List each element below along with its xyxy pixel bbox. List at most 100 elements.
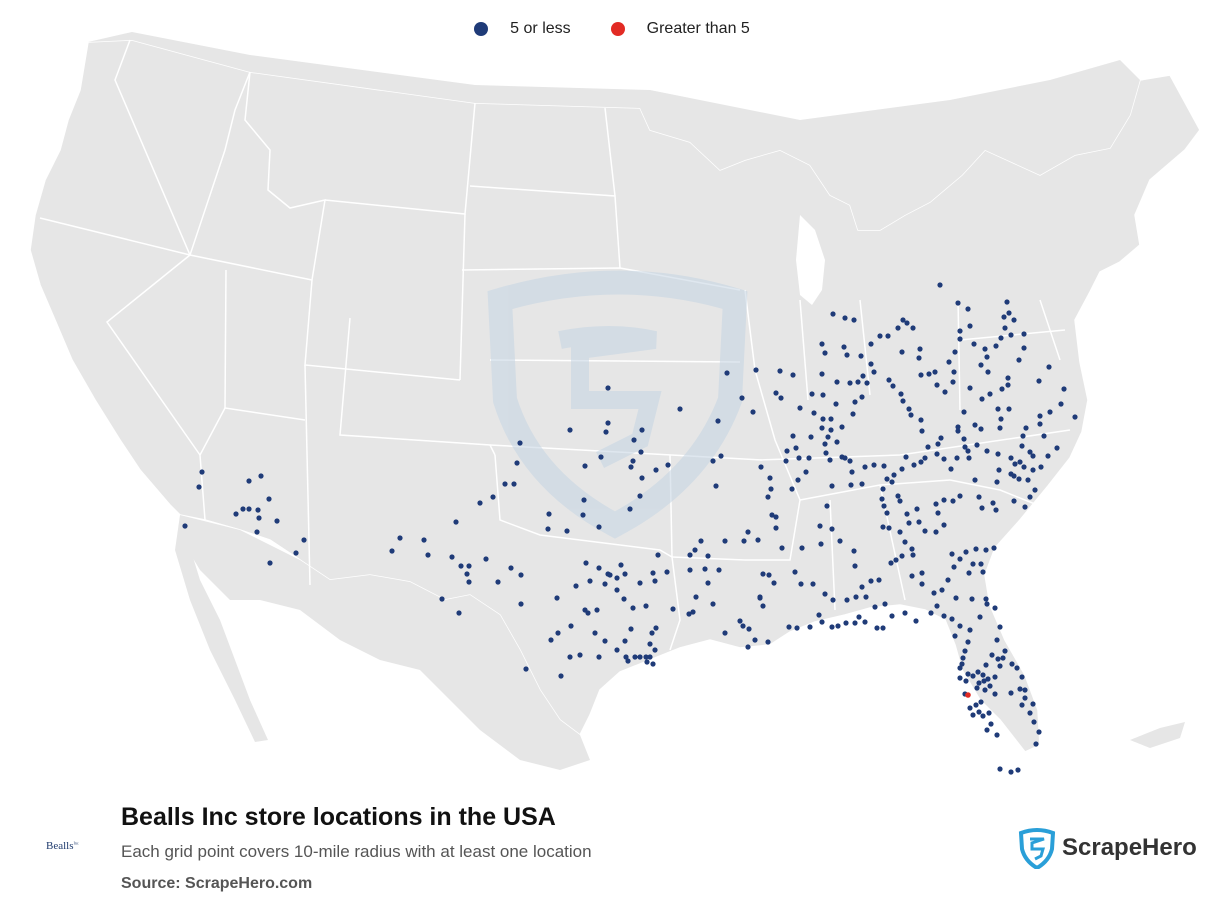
legend-item-low: 5 or less	[474, 20, 571, 38]
location-dot	[592, 630, 598, 636]
location-dot	[794, 625, 800, 631]
location-dot	[881, 463, 887, 469]
location-dot	[628, 464, 634, 470]
location-dot	[899, 466, 905, 472]
location-dot	[638, 449, 644, 455]
location-dot	[771, 580, 777, 586]
location-dot	[628, 626, 634, 632]
location-dot	[828, 416, 834, 422]
location-dot	[803, 469, 809, 475]
legend-dot-high	[610, 22, 625, 36]
location-dot	[902, 610, 908, 616]
location-dot	[664, 569, 670, 575]
location-dot	[652, 578, 658, 584]
location-dot	[577, 652, 583, 658]
location-dot	[594, 607, 600, 613]
scrapehero-wordmark: ScrapeHero	[1062, 834, 1197, 861]
map-legend: 5 or less Greater than 5	[0, 20, 1224, 38]
location-dot	[982, 346, 988, 352]
location-dot	[1016, 476, 1022, 482]
location-dot	[607, 572, 613, 578]
location-dot	[765, 494, 771, 500]
location-dot	[580, 512, 586, 518]
location-dot	[453, 519, 459, 525]
location-dot	[985, 369, 991, 375]
location-dot	[886, 525, 892, 531]
location-dot	[978, 362, 984, 368]
location-dot	[934, 451, 940, 457]
location-dot	[941, 497, 947, 503]
location-dot	[581, 497, 587, 503]
location-dot	[833, 401, 839, 407]
location-dot	[740, 623, 746, 629]
location-dot	[851, 317, 857, 323]
location-dot	[859, 481, 865, 487]
location-dot	[926, 371, 932, 377]
location-dot	[868, 341, 874, 347]
location-dot	[890, 383, 896, 389]
location-dot	[965, 639, 971, 645]
location-dot	[919, 570, 925, 576]
location-dot	[825, 434, 831, 440]
location-dot	[979, 505, 985, 511]
location-dot	[987, 391, 993, 397]
location-dot	[891, 472, 897, 478]
location-dot	[848, 482, 854, 488]
location-dot	[862, 464, 868, 470]
location-dot	[991, 545, 997, 551]
location-dot	[1006, 310, 1012, 316]
location-dot	[1017, 686, 1023, 692]
location-dot	[871, 462, 877, 468]
location-dot	[897, 529, 903, 535]
location-dot	[598, 454, 604, 460]
location-dot	[1019, 702, 1025, 708]
location-dot	[653, 467, 659, 473]
location-dot	[934, 382, 940, 388]
location-dot	[918, 417, 924, 423]
location-dot	[884, 476, 890, 482]
location-dot	[1046, 364, 1052, 370]
location-dot	[893, 557, 899, 563]
location-dot	[258, 473, 264, 479]
location-dot	[637, 493, 643, 499]
location-dot	[182, 523, 188, 529]
bealls-logo: BeallsInc	[46, 840, 79, 852]
location-dot	[895, 493, 901, 499]
location-dot	[256, 515, 262, 521]
location-dot	[984, 727, 990, 733]
location-dot	[847, 458, 853, 464]
location-dot	[982, 687, 988, 693]
location-dot	[605, 385, 611, 391]
location-dot	[421, 537, 427, 543]
location-dot	[961, 436, 967, 442]
location-dot	[1038, 464, 1044, 470]
map-title: Bealls Inc store locations in the USA	[121, 803, 556, 831]
location-dot	[910, 325, 916, 331]
location-dot	[632, 654, 638, 660]
location-dot	[834, 379, 840, 385]
location-dot	[882, 601, 888, 607]
location-dot	[987, 683, 993, 689]
location-dot	[790, 433, 796, 439]
location-dot	[755, 537, 761, 543]
location-dot	[863, 594, 869, 600]
location-dot	[254, 529, 260, 535]
location-dot	[639, 475, 645, 481]
location-dot	[798, 581, 804, 587]
location-dot	[1021, 331, 1027, 337]
location-dot	[888, 560, 894, 566]
location-dot	[880, 625, 886, 631]
location-dot	[829, 624, 835, 630]
location-dot	[789, 486, 795, 492]
location-dot	[1020, 433, 1026, 439]
location-dot	[922, 528, 928, 534]
location-dot	[517, 440, 523, 446]
location-dot	[810, 581, 816, 587]
location-dot	[741, 538, 747, 544]
canada	[88, 32, 1140, 230]
location-dot	[585, 610, 591, 616]
location-dot	[779, 545, 785, 551]
location-dot	[1008, 332, 1014, 338]
location-dot	[995, 451, 1001, 457]
location-dot	[514, 460, 520, 466]
